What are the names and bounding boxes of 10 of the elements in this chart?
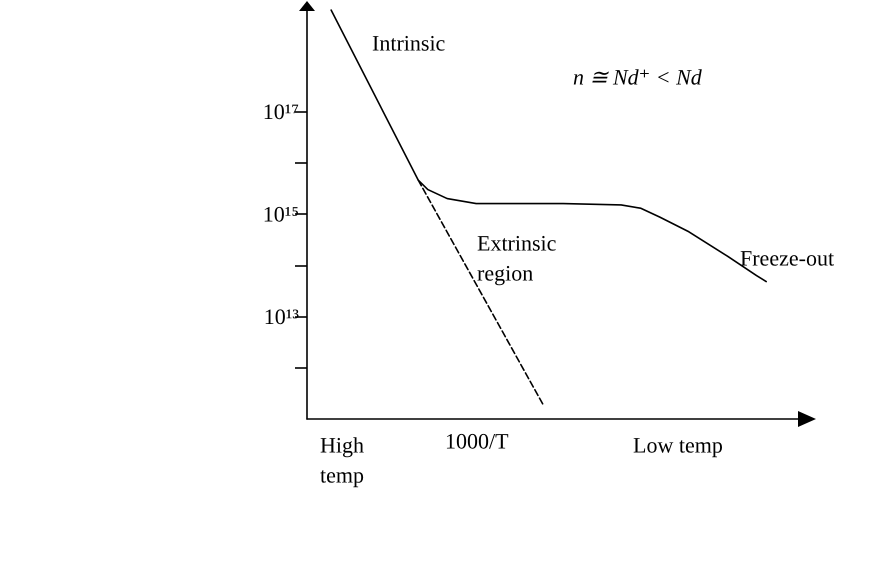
x-axis-title: 1000/T (445, 428, 510, 454)
text: High temp (320, 432, 370, 488)
annotation: n ≅ Nd⁺ < Nd (573, 64, 703, 90)
annotation: Freeze-out (740, 246, 834, 270)
y-tick-label: 10¹⁷ (262, 99, 299, 124)
annotation: Intrinsic (372, 30, 446, 56)
text: Low temp (633, 432, 723, 458)
annotation: Extrinsic region (477, 230, 562, 286)
y-tick-label: 10¹⁵ (262, 202, 299, 226)
y-tick-label: 10¹³ (264, 304, 300, 329)
